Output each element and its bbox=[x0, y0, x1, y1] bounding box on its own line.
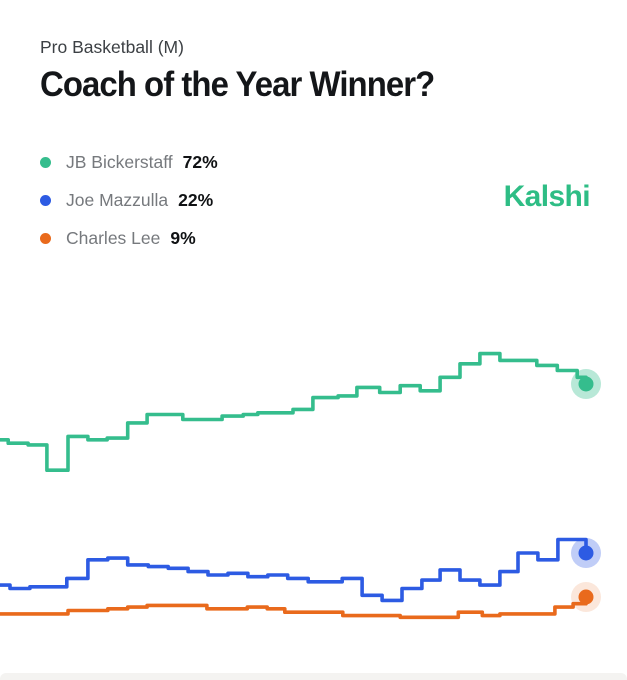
legend-series-name: JB Bickerstaff bbox=[66, 151, 173, 172]
market-title: Coach of the Year Winner? bbox=[40, 65, 435, 104]
legend-series-name: Joe Mazzulla bbox=[66, 189, 169, 210]
series-color-dot bbox=[40, 156, 51, 168]
legend-series-value: 9% bbox=[170, 227, 196, 248]
series-color-dot bbox=[40, 232, 51, 244]
kalshi-logo: Kalshi bbox=[503, 180, 591, 213]
chart-legend: JB Bickerstaff 72% Joe Mazzulla 22% Char… bbox=[40, 143, 218, 257]
series-color-dot bbox=[40, 194, 51, 206]
legend-series-value: 72% bbox=[182, 151, 218, 172]
market-category-label: Pro Basketball (M) bbox=[40, 37, 184, 57]
series-end-dot bbox=[578, 376, 594, 392]
legend-series-value: 22% bbox=[178, 189, 214, 210]
legend-series-name: Charles Lee bbox=[66, 227, 161, 248]
legend-item-charles-lee[interactable]: Charles Lee 9% bbox=[40, 219, 218, 257]
series-line bbox=[0, 351, 588, 472]
legend-item-jb-bickerstaff[interactable]: JB Bickerstaff 72% bbox=[40, 143, 218, 181]
series-line bbox=[0, 595, 588, 620]
series-line bbox=[0, 537, 588, 603]
series-end-dot bbox=[578, 545, 594, 561]
series-end-dot bbox=[578, 589, 594, 605]
bottom-card-edge bbox=[0, 673, 627, 680]
legend-item-joe-mazzulla[interactable]: Joe Mazzulla 22% bbox=[40, 181, 218, 219]
